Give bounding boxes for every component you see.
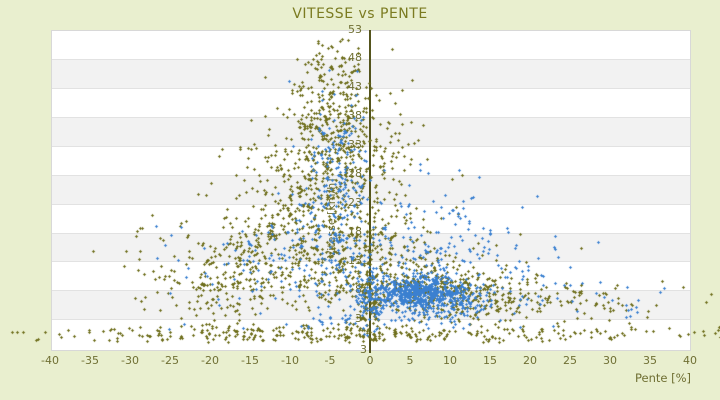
x-tick-label: -40: [41, 354, 59, 367]
x-tick-label: -30: [121, 354, 139, 367]
background-band: [52, 261, 690, 291]
gridline: [52, 174, 690, 176]
x-tick-label: -10: [281, 354, 299, 367]
x-tick-label: 30: [603, 354, 617, 367]
background-band: [52, 116, 690, 146]
gridline: [52, 319, 690, 321]
gridline: [52, 59, 690, 61]
x-tick-label: 0: [366, 354, 374, 367]
gridline: [52, 145, 690, 147]
x-tick-label: -35: [81, 354, 99, 367]
gridline: [52, 203, 690, 205]
y-tick-label: 53: [348, 22, 362, 36]
x-tick-label: 10: [443, 354, 457, 367]
gridline: [52, 261, 690, 263]
plot-area: [51, 30, 691, 351]
x-tick-label: 35: [643, 354, 657, 367]
background-band: [52, 31, 690, 60]
x-tick-label: -25: [161, 354, 179, 367]
background-band: [52, 319, 690, 350]
gridline: [52, 116, 690, 118]
x-tick-label: -20: [201, 354, 219, 367]
background-band: [52, 145, 690, 175]
y-tick-label: 28: [348, 167, 362, 180]
background-band: [52, 290, 690, 320]
background-band: [52, 88, 690, 117]
y-tick-label: 48: [348, 51, 362, 65]
chart-title: VITESSE vs PENTE: [292, 6, 428, 22]
y-tick-label: 43: [348, 80, 362, 94]
y-tick-label: 13: [348, 253, 362, 267]
x-tick-label: 15: [483, 354, 497, 367]
x-tick-label: 25: [563, 354, 577, 367]
background-band: [52, 232, 690, 262]
gridline: [52, 232, 690, 234]
y-tick-label: 23: [348, 195, 362, 209]
y-tick-label: 38: [348, 109, 362, 123]
x-tick-label: 40: [683, 354, 697, 367]
y-tick-label: 33: [348, 138, 362, 152]
y-tick-label: 18: [348, 224, 362, 238]
x-axis-title: Pente [%]: [634, 371, 691, 385]
background-band: [52, 203, 690, 233]
gridline: [52, 290, 690, 292]
x-tick-label: 5: [406, 354, 414, 367]
x-tick-label: -15: [241, 354, 259, 367]
background-band: [52, 59, 690, 88]
zero-axis-line: [369, 30, 371, 353]
background-band: [52, 174, 690, 204]
y-tick-label: 8: [355, 282, 362, 296]
x-tick-label: 20: [523, 354, 537, 367]
x-tick-label: -5: [324, 354, 336, 367]
y-tick-label: 3: [355, 311, 362, 325]
gridline: [52, 88, 690, 89]
y-axis-title: Vitesse [km/h]: [325, 178, 338, 258]
